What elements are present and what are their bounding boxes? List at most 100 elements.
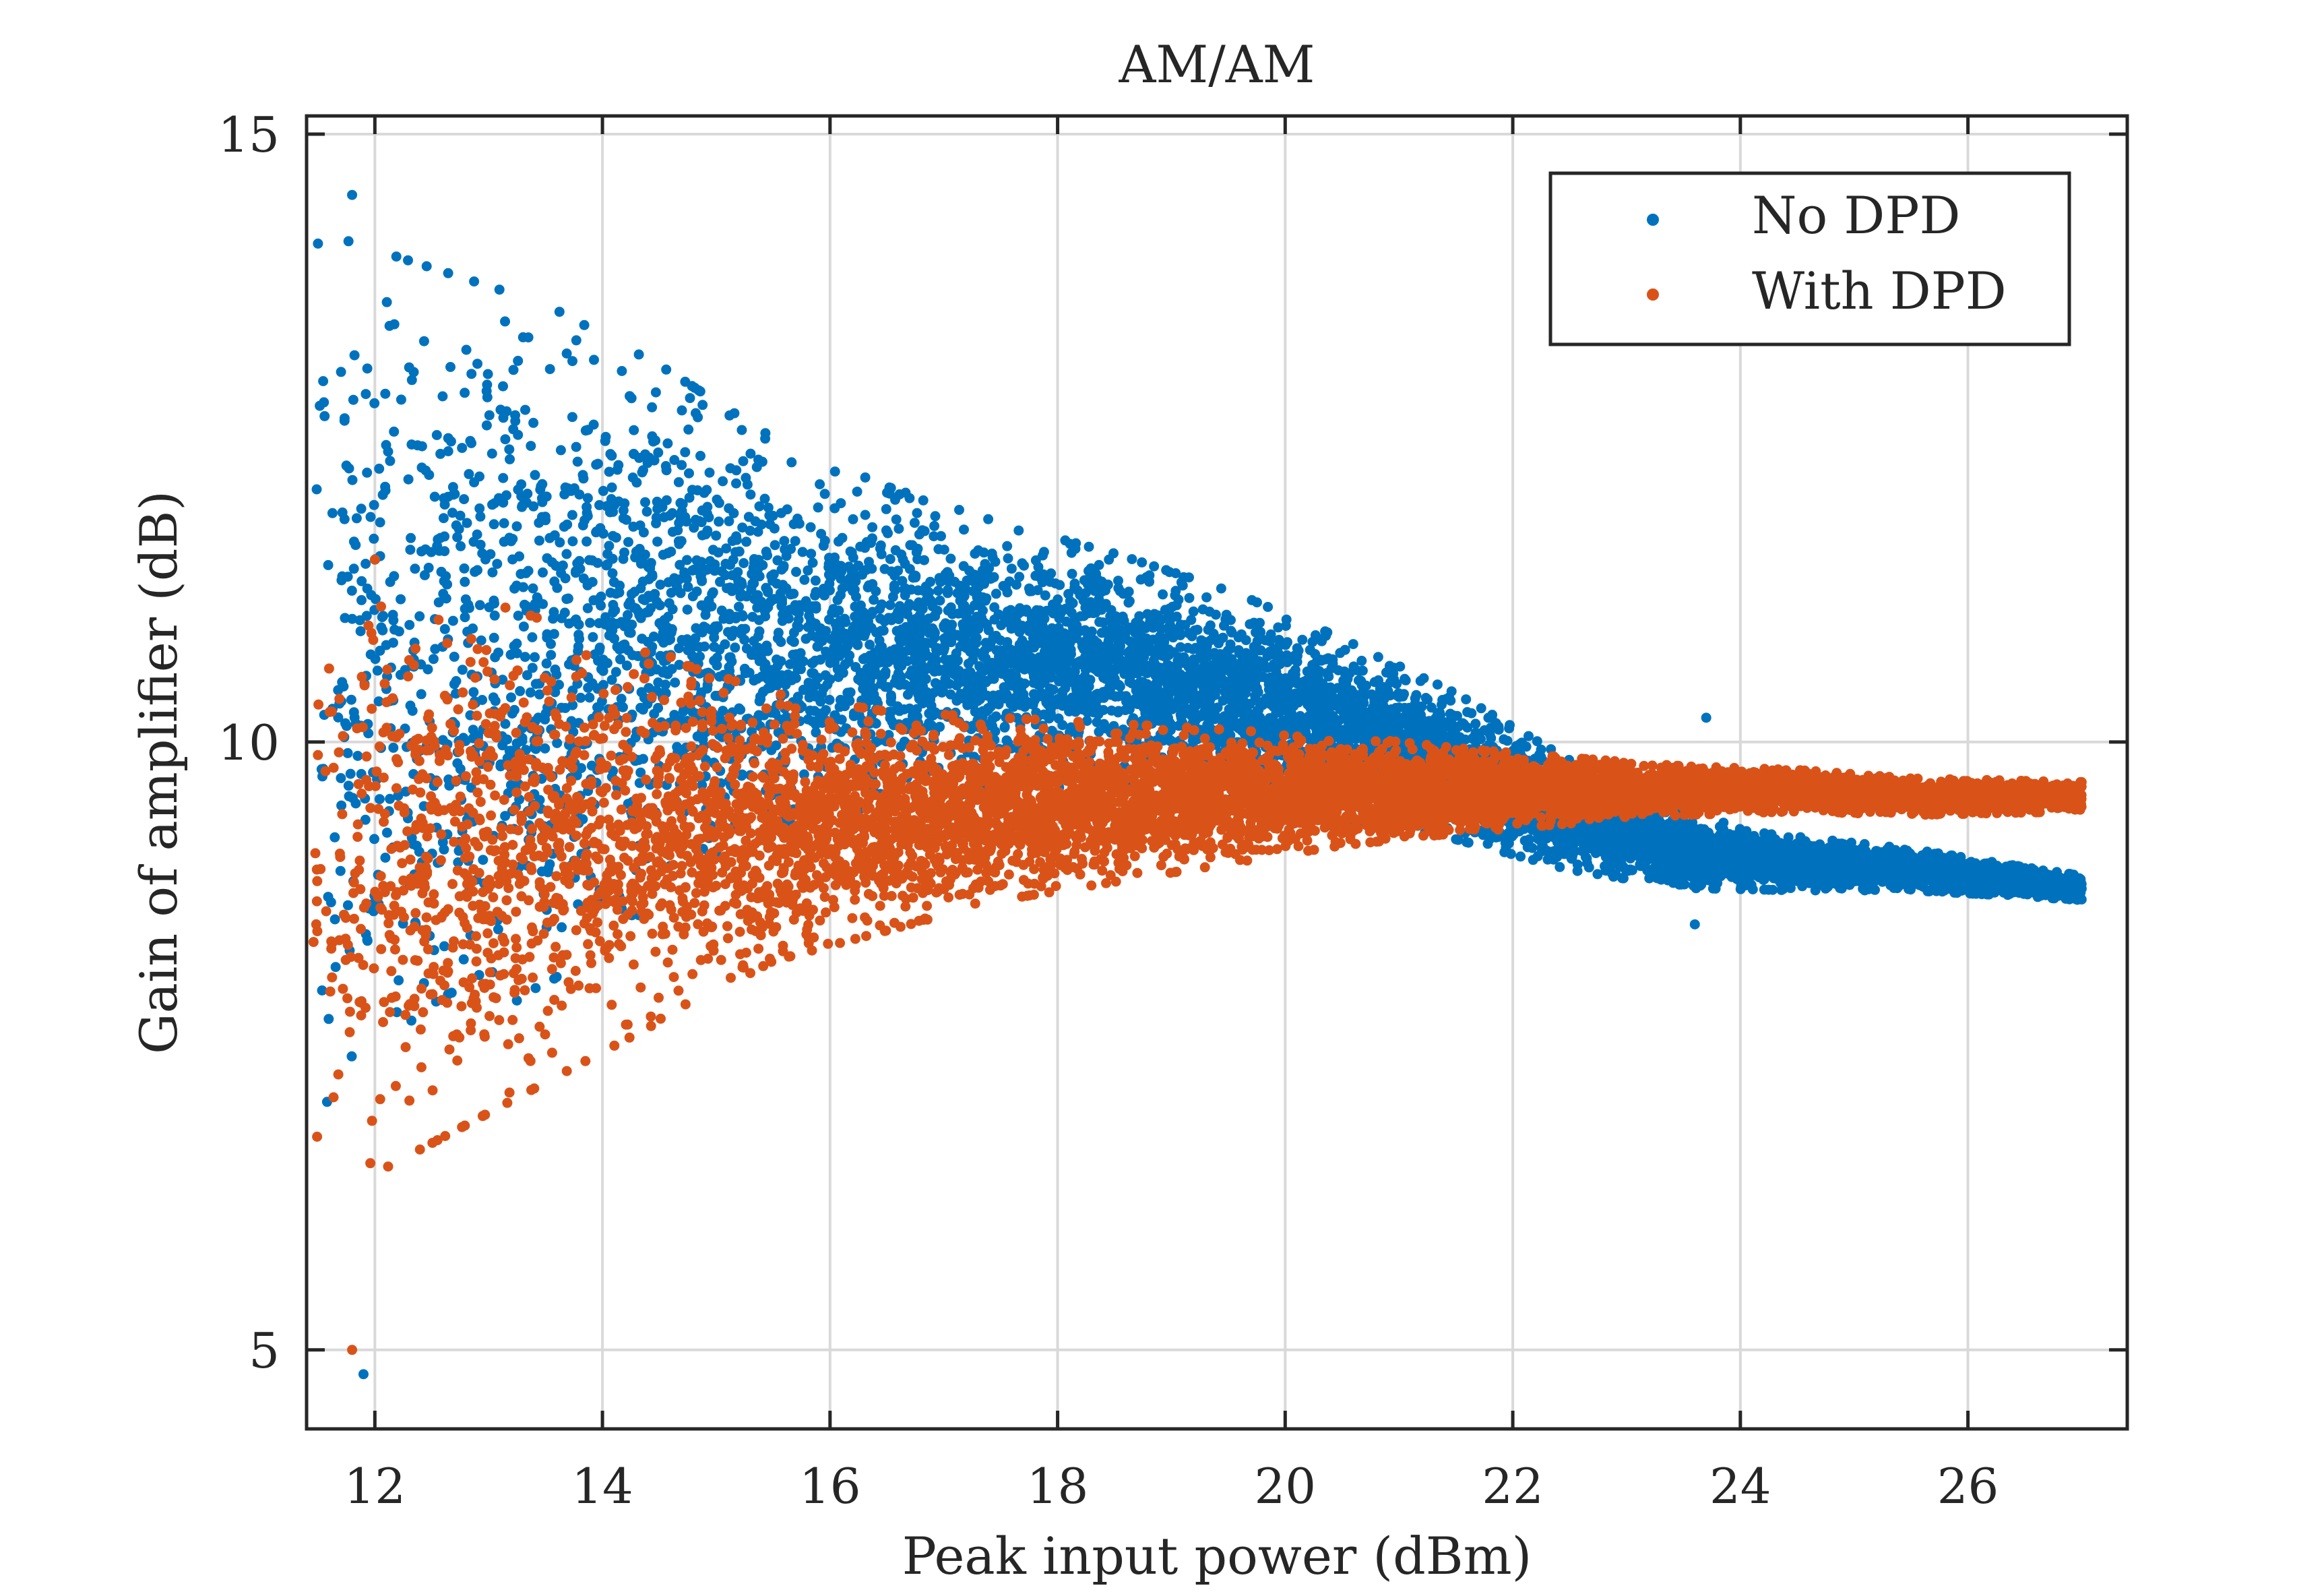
data-point [701,528,712,539]
data-point [742,479,753,490]
data-point [360,559,371,569]
data-point [1461,694,1472,705]
data-point [815,479,825,489]
data-point [626,393,637,404]
data-point [999,721,1010,732]
data-point [790,536,800,547]
data-point [389,426,400,437]
data-point [1127,554,1137,565]
data-point [779,536,790,547]
data-point [460,576,470,587]
data-point [879,563,890,574]
data-point [893,524,904,534]
data-point [336,800,347,811]
data-point [852,486,862,497]
data-point [527,632,538,642]
data-point [325,897,336,908]
data-point [613,460,624,470]
data-point [1006,563,1017,574]
data-point [391,251,402,262]
data-point [505,649,516,660]
data-point [598,665,608,676]
data-point [661,495,672,506]
data-point [474,471,484,482]
data-point [788,588,799,599]
data-point [369,834,379,845]
data-point [652,537,663,547]
data-point [506,692,516,703]
data-point [799,574,810,585]
data-point [346,1051,357,1062]
data-point [419,570,430,580]
data-point [683,424,694,435]
data-point [786,457,797,468]
data-point [1245,619,1255,630]
data-point [327,508,338,518]
data-point [362,363,373,374]
data-point [983,514,994,524]
data-point [803,565,813,576]
data-point [585,617,596,628]
data-point [482,369,493,379]
data-point [1280,640,1291,650]
data-point [670,677,681,688]
data-point [374,463,385,474]
data-point [662,438,673,449]
data-point [422,664,433,675]
data-point [351,513,362,524]
data-point [582,536,592,547]
data-point [680,447,691,458]
data-point [356,503,367,514]
data-point [469,276,480,287]
data-point [1137,557,1148,568]
data-point [588,632,598,642]
data-point [459,563,470,574]
data-point [753,555,764,565]
data-point [711,530,722,541]
data-point [770,540,780,551]
data-point [517,735,528,746]
data-point [836,498,846,509]
data-point [388,742,399,753]
data-point [757,456,767,467]
data-point [537,479,548,489]
data-point [584,692,595,703]
data-point [487,567,498,578]
data-point [807,716,817,727]
data-point [1519,835,1530,846]
data-point [664,598,674,609]
data-point [365,512,376,522]
data-point [738,456,749,466]
data-point [362,467,373,478]
data-point [414,611,425,621]
data-point [1170,586,1181,596]
data-point [577,520,588,530]
data-point [653,447,664,458]
data-point [548,629,559,640]
data-point [494,284,505,295]
data-point [1030,555,1041,565]
data-point [528,583,538,594]
data-point [571,441,582,452]
data-point [1297,634,1308,645]
data-point [530,679,541,690]
data-point [810,575,821,586]
data-point [385,456,396,466]
data-point [1013,525,1024,536]
data-point [607,568,618,579]
data-point [431,430,442,440]
data-point [513,355,524,366]
data-point [381,297,392,307]
data-point [498,381,508,392]
data-point [608,530,619,541]
data-point [891,514,902,525]
data-point [606,482,617,493]
data-point [493,647,504,658]
data-point [410,563,420,574]
data-point [567,536,578,547]
data-point [480,554,491,565]
data-point [443,268,453,278]
data-point [464,468,474,479]
data-point [885,554,896,564]
data-point [685,393,695,404]
